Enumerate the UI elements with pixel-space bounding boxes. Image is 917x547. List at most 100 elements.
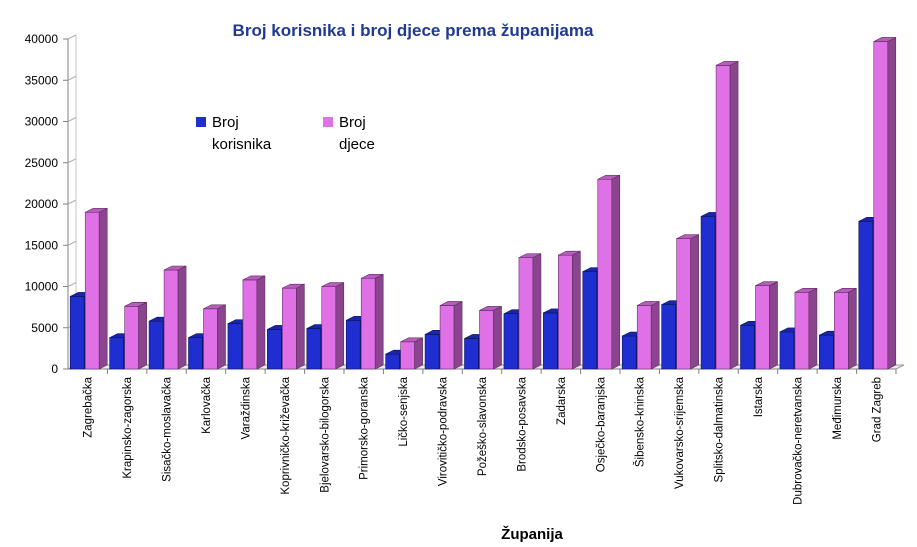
bar-djece	[715, 60, 739, 370]
x-tick-label: Istarska	[753, 376, 765, 417]
bar-djece-side	[217, 304, 226, 370]
x-tick-label: Dubrovačko-neretvanska	[792, 376, 804, 504]
bar-djece-side	[848, 287, 857, 370]
y-tick-label: 20000	[25, 197, 59, 211]
x-tick-label: Sisačko-moslavačka	[162, 376, 174, 481]
bar-djece-top	[163, 265, 187, 271]
bar-djece-top	[518, 253, 542, 258]
bar-djece-side	[611, 174, 621, 370]
bar-djece	[282, 283, 305, 370]
bar-djece-top	[85, 207, 108, 213]
bar-djece	[400, 337, 423, 370]
bar-djece	[242, 275, 266, 370]
y-tick-label: 15000	[25, 238, 59, 252]
bar-korisnika-front	[700, 216, 716, 370]
bar-djece	[84, 207, 108, 370]
legend-item: Broj korisnika	[196, 114, 272, 153]
bar-korisnika-front	[227, 323, 243, 370]
legend-label: korisnika	[212, 136, 272, 153]
y-tick-depth	[67, 158, 77, 164]
bar-djece	[163, 265, 187, 370]
bar-djece-top	[242, 275, 266, 281]
bar-djece-top	[124, 301, 147, 307]
bar-djece-front	[873, 41, 889, 370]
bar-djece	[360, 273, 384, 370]
y-tick-label: 30000	[25, 115, 59, 129]
bar-djece-side	[690, 234, 699, 370]
plot-area: 0 5000 10000 15000 20000 25000 30000 35000 40000…	[25, 32, 905, 505]
bar-korisnika-front	[424, 334, 440, 370]
bar-djece-top	[321, 282, 344, 287]
bar-djece-side	[98, 207, 108, 370]
x-tick-label: Brodsko-posavska	[516, 376, 528, 471]
x-tick-label: Grad Zagreb	[871, 377, 883, 442]
bar-djece	[124, 301, 147, 370]
bar-djece-top	[597, 174, 620, 180]
bar-djece-side	[572, 250, 581, 370]
bar-djece-top	[439, 301, 463, 306]
bar-djece-side	[493, 305, 502, 370]
chart-title: Broj korisnika i broj djece prema župani…	[233, 21, 594, 40]
legend-swatch	[196, 117, 206, 127]
bar-djece-top	[676, 234, 699, 239]
bar-djece-side	[374, 273, 384, 370]
bar-korisnika-front	[464, 338, 479, 370]
bar-djece-front	[282, 287, 297, 370]
legend-label: djece	[339, 136, 375, 153]
bar-djece	[794, 287, 818, 370]
bar-djece-side	[138, 301, 147, 370]
bar-djece-top	[203, 304, 226, 310]
bar-djece-top	[873, 37, 896, 42]
bar-djece-top	[637, 301, 660, 306]
bar-korisnika-front	[819, 334, 834, 370]
bar-djece-front	[558, 254, 573, 370]
bar-korisnika-front	[148, 320, 164, 370]
bar-djece-top	[282, 283, 305, 289]
x-tick-label: Bjelovarsko-bilogorska	[319, 376, 331, 492]
bar-djece-top	[361, 273, 384, 279]
bar-djece	[676, 234, 699, 370]
y-tick-depth	[67, 240, 77, 246]
bar-djece-front	[400, 341, 415, 370]
bar-djece	[834, 287, 857, 370]
bar-korisnika-front	[267, 329, 282, 370]
legend-item: Broj djece	[323, 114, 375, 153]
bar-djece-side	[532, 253, 542, 370]
y-tick-depth	[67, 117, 77, 122]
x-tick-label: Zagrebačka	[83, 376, 95, 437]
bar-djece-front	[242, 279, 258, 370]
y-tick-depth	[67, 282, 77, 287]
bar-korisnika-front	[582, 271, 598, 370]
bar-djece-side	[414, 337, 423, 370]
y-tick-label: 10000	[25, 280, 59, 294]
bar-korisnika-front	[740, 324, 755, 370]
bar-djece-front	[321, 286, 337, 370]
bar-djece-top	[558, 250, 581, 256]
bar-djece-front	[597, 178, 613, 370]
y-tick-label: 0	[51, 362, 58, 376]
bar-djece-side	[769, 281, 778, 370]
bar-djece	[597, 174, 621, 370]
bar-djece-top	[755, 281, 778, 286]
bar-djece-front	[203, 308, 218, 370]
x-tick-label: Krapinsko-zagorska	[122, 376, 134, 478]
bar-korisnika-front	[109, 337, 124, 370]
x-tick-label: Koprivničko-križevačka	[280, 376, 292, 494]
bar-korisnika-front	[188, 337, 203, 370]
bar-djece-front	[636, 305, 652, 370]
bar-djece	[755, 281, 778, 370]
x-tick-label: Primorsko-goranska	[359, 376, 371, 479]
bar-djece-front	[755, 285, 770, 370]
x-tick-label: Ličko-senjska	[398, 376, 410, 446]
bar-djece-front	[84, 211, 100, 370]
bar-korisnika-front	[858, 221, 874, 370]
bar-djece	[873, 36, 897, 370]
bar-djece-side	[729, 60, 739, 370]
bar-djece	[203, 304, 226, 370]
bar-korisnika-front	[306, 328, 322, 370]
legend: Broj korisnika Broj djece	[196, 114, 375, 153]
x-tick-label: Karlovačka	[201, 376, 213, 433]
legend-swatch	[323, 117, 333, 127]
bar-djece-side	[335, 282, 345, 370]
bar-djece-top	[715, 61, 739, 66]
